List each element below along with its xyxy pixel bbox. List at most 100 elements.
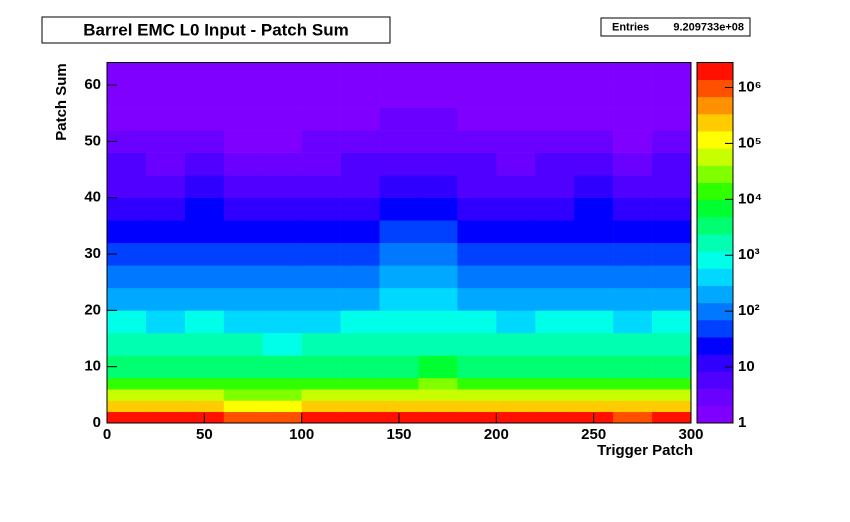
x-axis-label: Trigger Patch bbox=[597, 442, 693, 459]
heatmap-cell bbox=[340, 332, 380, 356]
heatmap-cell bbox=[574, 310, 614, 334]
x-tick-label: 100 bbox=[289, 426, 314, 443]
heatmap-cell bbox=[652, 332, 692, 356]
color-bar-swatch bbox=[697, 268, 733, 286]
heatmap-cell bbox=[223, 265, 264, 289]
heatmap-cell bbox=[496, 62, 536, 86]
heatmap-cell bbox=[184, 377, 225, 390]
heatmap-cell bbox=[301, 152, 341, 176]
heatmap-cell bbox=[613, 130, 653, 153]
heatmap-cell bbox=[457, 130, 497, 153]
heatmap-cell bbox=[496, 220, 536, 244]
heatmap-cell bbox=[340, 242, 380, 266]
heatmap-cell bbox=[184, 400, 225, 413]
y-tick-label: 40 bbox=[84, 189, 101, 206]
heatmap-cell bbox=[652, 242, 692, 266]
heatmap-cell bbox=[574, 85, 614, 108]
heatmap-cell bbox=[262, 220, 302, 244]
color-bar-swatch bbox=[697, 131, 733, 149]
heatmap-cell bbox=[223, 242, 264, 266]
heatmap-cell bbox=[301, 400, 341, 413]
heatmap-cell bbox=[418, 377, 458, 390]
heatmap-cell bbox=[652, 152, 692, 176]
heatmap-cell bbox=[184, 85, 225, 108]
heatmap-cell bbox=[145, 332, 186, 356]
x-tick-label: 250 bbox=[581, 426, 606, 443]
heatmap-cell bbox=[496, 287, 536, 311]
heatmap-cell bbox=[535, 411, 575, 424]
heatmap-cell bbox=[340, 197, 380, 221]
heatmap-cell bbox=[574, 332, 614, 356]
heatmap-cell bbox=[496, 197, 536, 221]
heatmap-cell bbox=[145, 197, 186, 221]
heatmap-cell bbox=[262, 355, 302, 379]
heatmap-cell bbox=[301, 220, 341, 244]
heatmap-cell bbox=[574, 62, 614, 86]
heatmap-cell bbox=[107, 400, 147, 413]
x-tick-label: 0 bbox=[103, 426, 111, 443]
heatmap-cell bbox=[107, 389, 147, 401]
heatmap-cell bbox=[145, 242, 186, 266]
heatmap-cell bbox=[379, 310, 419, 334]
heatmap-cell bbox=[223, 130, 264, 153]
heatmap-cell bbox=[223, 332, 264, 356]
color-bar-swatch bbox=[697, 199, 733, 218]
z-tick-label: 1 bbox=[738, 414, 746, 431]
heatmap-cell bbox=[145, 287, 186, 311]
heatmap-cell bbox=[496, 411, 536, 424]
color-bar-swatch bbox=[697, 388, 733, 407]
color-bar-swatch bbox=[697, 234, 733, 252]
heatmap-cell bbox=[457, 400, 497, 413]
heatmap-cell bbox=[184, 287, 225, 311]
heatmap-cell bbox=[457, 85, 497, 108]
heatmap-cell bbox=[262, 377, 302, 390]
heatmap-cell bbox=[340, 220, 380, 244]
heatmap-cell bbox=[418, 355, 458, 379]
heatmap-cell bbox=[496, 332, 536, 356]
z-tick-label: 10⁶ bbox=[738, 78, 762, 95]
heatmap-cell bbox=[145, 152, 186, 176]
heatmap-cell bbox=[613, 287, 653, 311]
x-tick-label: 300 bbox=[678, 426, 703, 443]
heatmap-cell bbox=[535, 107, 575, 131]
heatmap-cell bbox=[262, 175, 302, 198]
heatmap-cell bbox=[301, 332, 341, 356]
heatmap-cell bbox=[184, 62, 225, 86]
heatmap-cell bbox=[145, 400, 186, 413]
heatmap-cell bbox=[301, 287, 341, 311]
heatmap-cell bbox=[535, 220, 575, 244]
heatmap-cell bbox=[418, 175, 458, 198]
heatmap-cell bbox=[379, 152, 419, 176]
heatmap-cell bbox=[535, 287, 575, 311]
heatmap-cell bbox=[535, 400, 575, 413]
color-bar-swatch bbox=[697, 182, 733, 201]
heatmap-cell bbox=[613, 85, 653, 108]
heatmap-cell bbox=[574, 107, 614, 131]
heatmap-cell bbox=[535, 389, 575, 401]
heatmap-cell bbox=[340, 107, 380, 131]
color-bar-swatch bbox=[697, 302, 733, 321]
heatmap-cell bbox=[574, 355, 614, 379]
x-tick-label: 50 bbox=[196, 426, 213, 443]
x-tick-label: 200 bbox=[484, 426, 509, 443]
heatmap-cell bbox=[457, 389, 497, 401]
heatmap-cell bbox=[379, 85, 419, 108]
heatmap-cell bbox=[223, 287, 264, 311]
heatmap-cell bbox=[262, 310, 302, 334]
heatmap-cell bbox=[379, 265, 419, 289]
heatmap-cell bbox=[262, 152, 302, 176]
heatmap-cell bbox=[457, 355, 497, 379]
heatmap-cell bbox=[223, 411, 264, 424]
heatmap-cell bbox=[418, 400, 458, 413]
heatmap-cell bbox=[457, 332, 497, 356]
heatmap-cell bbox=[418, 332, 458, 356]
heatmap-cell bbox=[145, 389, 186, 401]
z-tick-label: 10⁴ bbox=[738, 190, 762, 207]
heatmap-cell bbox=[613, 400, 653, 413]
heatmap-cell bbox=[379, 197, 419, 221]
color-bar-swatch bbox=[697, 96, 733, 115]
heatmap-cell bbox=[301, 242, 341, 266]
heatmap-cell bbox=[574, 265, 614, 289]
heatmap-cell bbox=[418, 152, 458, 176]
heatmap-cell bbox=[107, 310, 147, 334]
